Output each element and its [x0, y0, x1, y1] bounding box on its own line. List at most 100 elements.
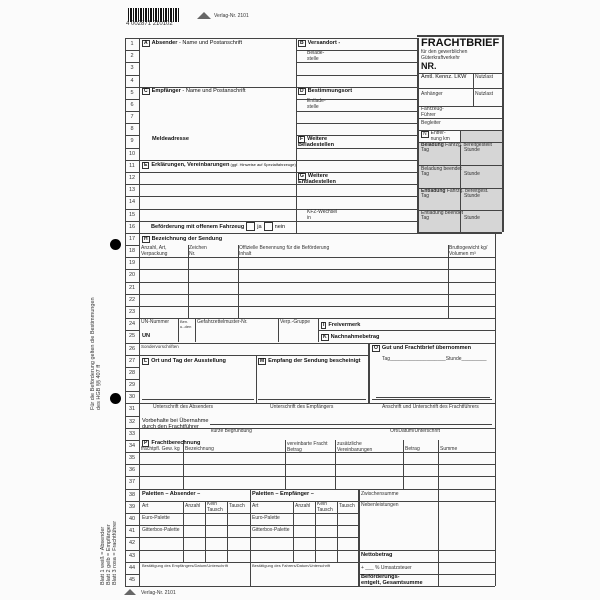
o-signature-label: Anschrift und Unterschrift des Frachtfüh…	[382, 404, 479, 410]
grid-line	[210, 423, 492, 425]
grid-line	[139, 38, 141, 587]
grid-line	[417, 142, 502, 143]
pal-abs-confirm: Bestätigung des Empfängers/Datum/Untersc…	[142, 563, 228, 568]
row-number: 1	[130, 41, 134, 47]
section-f-label: F Weitere Beladestellen	[298, 136, 335, 148]
grid-line	[125, 159, 139, 161]
grid-line	[296, 111, 417, 112]
grid-line	[195, 318, 196, 343]
m-signature-label: Unterschrift des Empfängers	[270, 404, 334, 410]
p-col-zusaetzlich: zusätzliche Vereinbarungen	[337, 441, 373, 453]
section-k-label: K Nachnahmebetrag	[321, 334, 380, 341]
row-number: 32	[128, 418, 136, 425]
grid-line	[139, 318, 495, 319]
grid-line	[125, 293, 139, 295]
grid-line	[125, 488, 139, 490]
row-number: 44	[128, 564, 136, 571]
grid-line	[296, 208, 417, 210]
row-number: 3	[130, 65, 134, 72]
gefahrzettel-label: Gefahrzettelmuster-Nr.	[197, 319, 248, 325]
ja-checkbox[interactable]	[246, 222, 256, 231]
grid-line	[125, 86, 139, 88]
grid-line	[125, 305, 139, 307]
pal-emp-col-art: Art	[252, 503, 259, 509]
grid-line	[139, 513, 358, 514]
grid-line	[139, 342, 495, 344]
row-number: 43	[128, 552, 136, 559]
row-number: 17	[128, 235, 136, 242]
grid-line	[139, 220, 296, 222]
pal-abs-euro: Euro-Palette	[142, 515, 170, 521]
row-number: 33	[128, 430, 136, 437]
p-col-fracht: vereinbarte Fracht Betrag	[287, 441, 328, 453]
row-number: 35	[128, 455, 136, 462]
grid-line	[358, 573, 438, 576]
grid-line	[278, 318, 279, 343]
grid-line	[183, 500, 184, 562]
vorbehalte-label: Vorbehalte bei Übernahme durch den Frach…	[142, 418, 209, 430]
grid-line	[417, 73, 502, 74]
gesamtsumme-label: Beförderungs- entgelt, Gesamtsumme	[361, 574, 423, 586]
grid-line	[125, 318, 139, 319]
grid-line	[125, 171, 139, 173]
grid-line	[296, 123, 417, 124]
grid-line	[125, 220, 139, 222]
grid-line	[296, 159, 417, 161]
un-nummer-label: UN-Nummer	[141, 319, 170, 325]
shaded-field	[419, 142, 502, 232]
grid-line	[142, 399, 254, 400]
nein-checkbox[interactable]	[263, 222, 273, 231]
grid-line	[139, 232, 495, 235]
beladung-label: Beladung Fahrzg. bereitgestellt	[421, 142, 492, 148]
grid-line	[293, 500, 294, 562]
grid-line	[125, 391, 139, 392]
grid-line	[125, 561, 139, 563]
row-number: 28	[128, 369, 136, 376]
barcode-number: 4 002871 210102	[126, 21, 173, 27]
row-number: 18	[128, 248, 136, 255]
row-number: 2	[130, 53, 134, 60]
entfernung-label: N Entfer- nung km	[421, 130, 450, 142]
grid-line	[473, 73, 474, 106]
grid-line	[438, 488, 439, 587]
pal-abs-col-art: Art	[142, 503, 149, 509]
grid-line	[125, 269, 139, 270]
grid-line	[125, 50, 139, 51]
grid-line	[502, 35, 504, 232]
grid-line	[372, 399, 492, 400]
section-m-label: M Empfang der Sendung bescheinigt	[258, 358, 361, 365]
grid-line	[139, 196, 296, 197]
grid-line	[125, 354, 139, 356]
l-signature-label: Unterschrift des Absenders	[153, 404, 214, 410]
grid-line	[125, 74, 139, 76]
o-tag-stunde: Tag____________________Stunde_________	[382, 356, 487, 362]
grid-line	[139, 257, 495, 258]
section-a-label: A Absender - Name und Postanschrift	[142, 40, 243, 47]
section-e-label: E Erklärungen, Vereinbarungen (ggf. Hinwe…	[142, 162, 296, 169]
grid-line	[358, 561, 495, 563]
row-number: 27	[128, 357, 136, 364]
beladung-beendet-label: Beladung beendet	[421, 166, 462, 172]
pal-abs-col-kein-tausch: Kein Tausch	[207, 501, 223, 513]
grid-line	[139, 537, 358, 538]
grid-line	[125, 342, 139, 343]
kurze-begruendung-label: kurze Begründung	[211, 428, 252, 434]
section-o-label: O Gut und Frachtbrief übernommen	[372, 345, 472, 352]
row-number: 7	[130, 114, 134, 121]
grid-line	[315, 500, 316, 562]
grid-line	[139, 208, 296, 210]
row-number: 8	[130, 126, 134, 133]
meldeadresse-label: Meldeadresse	[152, 136, 190, 142]
un-label: UN	[142, 333, 151, 339]
nutzlast-label-2: Nutzlast	[475, 91, 494, 97]
grid-line	[296, 50, 417, 51]
grid-line	[296, 135, 417, 136]
open-vehicle-row: Beförderung mit offenem Fahrzeug ja nein	[151, 222, 286, 231]
sondervorschriften-label: Sondervorschriften	[141, 344, 179, 349]
row-number: 34	[128, 442, 136, 449]
stunde-label-4: Stunde	[464, 215, 480, 221]
grid-line	[296, 196, 417, 197]
grid-line	[125, 573, 139, 575]
grid-line	[125, 232, 139, 234]
grid-line	[188, 245, 189, 319]
